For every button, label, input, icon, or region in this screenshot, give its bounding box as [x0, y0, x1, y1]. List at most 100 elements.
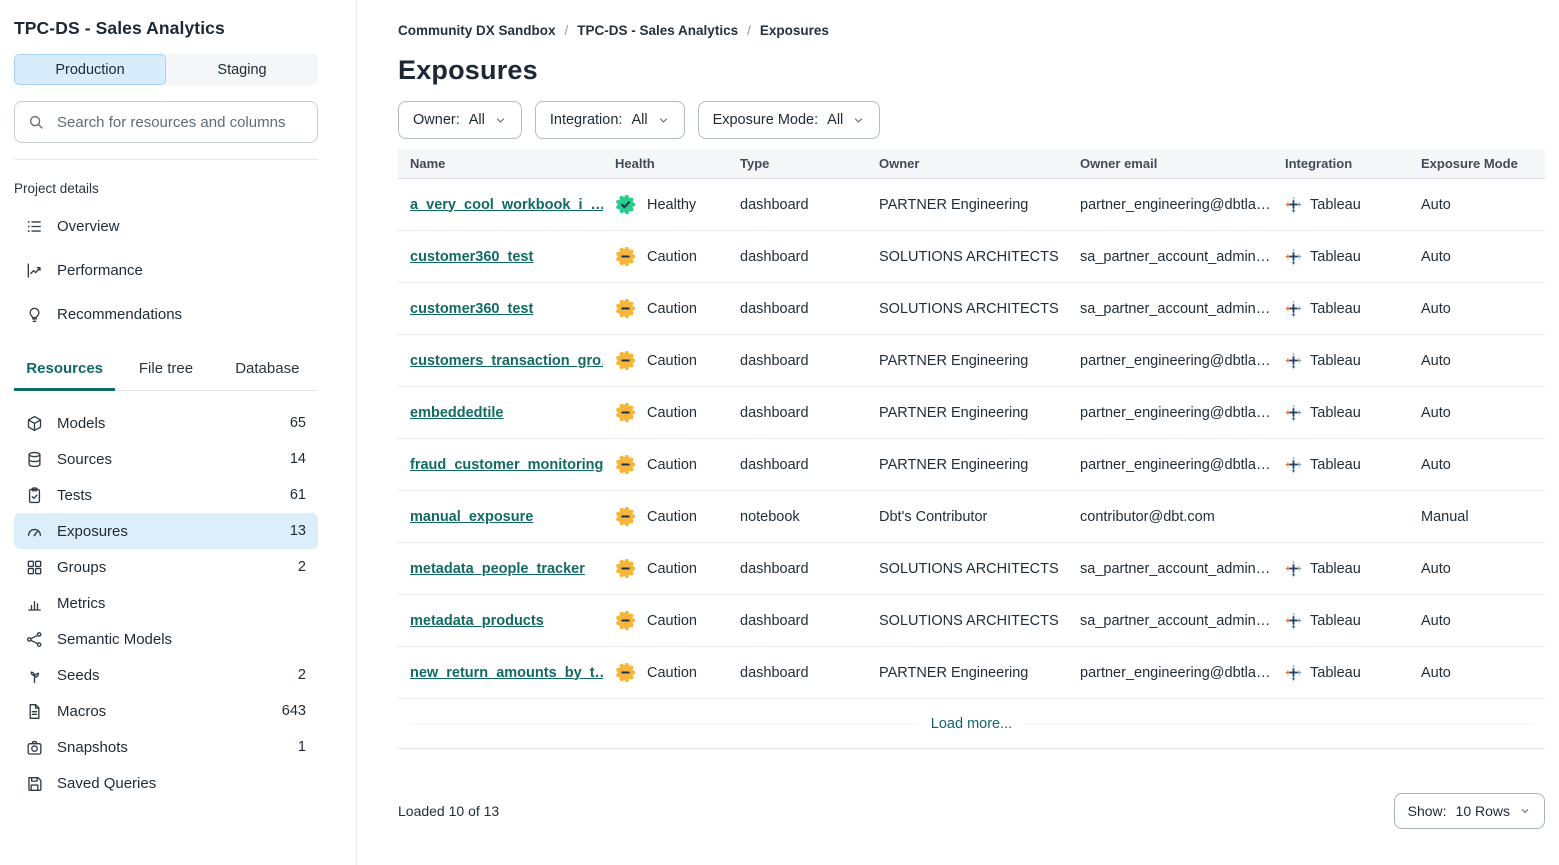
type-cell: dashboard	[740, 248, 809, 265]
exposure-mode-cell: Auto	[1421, 300, 1451, 317]
snapshots-icon	[25, 738, 44, 757]
tableau-icon	[1285, 196, 1302, 213]
health-label: Caution	[647, 508, 697, 525]
exposure-name-link[interactable]: metadata_people_tracker	[410, 560, 585, 577]
load-more-link[interactable]: Load more...	[918, 715, 1025, 732]
health-status-icon	[615, 506, 636, 527]
column-header-name: Name	[410, 156, 446, 171]
health-status-icon	[615, 298, 636, 319]
metrics-icon	[25, 594, 44, 613]
search-box[interactable]	[14, 101, 318, 143]
environment-toggle: Production Staging	[14, 54, 318, 85]
filter-owner[interactable]: Owner: All	[398, 101, 522, 139]
env-toggle-staging[interactable]: Staging	[217, 61, 267, 78]
sidebar-item-sources[interactable]: Sources 14	[14, 441, 318, 477]
sidebar-item-macros[interactable]: Macros 643	[14, 693, 318, 729]
macros-icon	[25, 702, 44, 721]
tableau-icon	[1285, 560, 1302, 577]
tab-resources[interactable]: Resources	[14, 360, 116, 391]
breadcrumb-item-tpc-ds-sales-analytics[interactable]: TPC-DS - Sales Analytics	[577, 23, 739, 38]
exposure-name-link[interactable]: a_very_cool_workbook_i_…	[410, 196, 603, 213]
exposure-name-link[interactable]: customer360_test	[410, 248, 534, 265]
table-row: metadata_products Caution dashboard SOLU…	[398, 595, 1545, 647]
exposure-name-link[interactable]: manual_exposure	[410, 508, 534, 525]
integration-cell: Tableau	[1273, 456, 1409, 473]
exposures-icon	[25, 522, 44, 541]
tableau-icon	[1285, 612, 1302, 629]
filter-exposure-mode[interactable]: Exposure Mode: All	[697, 101, 881, 139]
owner-cell: SOLUTIONS ARCHITECTS	[879, 248, 1059, 265]
exposures-table: Name Health Type Owner Owner email Integratio…	[398, 149, 1545, 749]
exposure-name-link[interactable]: metadata_products	[410, 612, 544, 629]
type-cell: dashboard	[740, 352, 809, 369]
table-header-row: Name Health Type Owner Owner email Integratio…	[398, 149, 1545, 179]
health-cell: Caution	[603, 402, 728, 423]
tab-file-tree[interactable]: File tree	[138, 360, 194, 377]
resource-label: Metrics	[57, 594, 106, 612]
integration-cell: Tableau	[1273, 612, 1409, 629]
sidebar-item-snapshots[interactable]: Snapshots 1	[14, 729, 318, 765]
table-row: customer360_test Caution dashboard SOLUT…	[398, 231, 1545, 283]
search-input[interactable]	[55, 112, 305, 132]
sidebar-item-groups[interactable]: Groups 2	[14, 549, 318, 585]
health-label: Caution	[647, 560, 697, 577]
show-label: Show:	[1407, 803, 1447, 819]
exposure-mode-cell: Auto	[1421, 352, 1451, 369]
exposure-name-link[interactable]: embeddedtile	[410, 404, 504, 421]
column-header-owner-email: Owner email	[1080, 156, 1158, 171]
show-value: 10 Rows	[1455, 803, 1510, 819]
exposure-name-link[interactable]: fraud_customer_monitoring	[410, 456, 603, 473]
resource-label: Snapshots	[57, 738, 128, 756]
column-header-type: Type	[740, 156, 770, 171]
resource-label: Seeds	[57, 666, 100, 684]
sidebar-divider	[14, 159, 318, 160]
exposure-name-link[interactable]: new_return_amounts_by_t…	[410, 664, 603, 681]
health-cell: Caution	[603, 350, 728, 371]
table-row: customers_transaction_gro… Caution dashb…	[398, 335, 1545, 387]
sidebar-item-recommendations[interactable]: Recommendations	[14, 292, 318, 336]
table-footer: Loaded 10 of 13 Show: 10 Rows	[398, 793, 1545, 829]
resource-label: Sources	[57, 450, 113, 468]
health-label: Caution	[647, 664, 697, 681]
integration-label: Tableau	[1310, 196, 1361, 213]
integration-label: Tableau	[1310, 404, 1361, 421]
resource-label: Saved Queries	[57, 774, 157, 792]
sidebar-item-seeds[interactable]: Seeds 2	[14, 657, 318, 693]
integration-cell: Tableau	[1273, 560, 1409, 577]
health-label: Caution	[647, 612, 697, 629]
exposure-name-link[interactable]: customers_transaction_gro…	[410, 352, 603, 369]
resource-label: Exposures	[57, 522, 128, 540]
load-more-row: Load more...	[398, 699, 1545, 749]
type-cell: notebook	[740, 508, 800, 525]
overview-icon	[25, 217, 44, 236]
sidebar-item-saved-queries[interactable]: Saved Queries	[14, 765, 318, 801]
env-toggle-production[interactable]: Production	[14, 54, 166, 85]
column-header-exposure-mode: Exposure Mode	[1421, 156, 1518, 171]
chevron-down-icon	[852, 114, 865, 127]
sidebar-item-performance[interactable]: Performance	[14, 248, 318, 292]
integration-label: Tableau	[1310, 300, 1361, 317]
sidebar-tabs: Resources File tree Database	[14, 360, 318, 391]
integration-label: Tableau	[1310, 456, 1361, 473]
sidebar-item-overview[interactable]: Overview	[14, 204, 318, 248]
filter-label: Integration:	[549, 112, 623, 128]
sidebar-item-tests[interactable]: Tests 61	[14, 477, 318, 513]
tab-database[interactable]: Database	[235, 360, 300, 377]
breadcrumb-item-exposures[interactable]: Exposures	[759, 23, 829, 38]
sidebar-item-semantic-models[interactable]: Semantic Models	[14, 621, 318, 657]
type-cell: dashboard	[740, 664, 809, 681]
owner-email-cell: sa_partner_account_admin…	[1080, 612, 1271, 629]
exposure-name-link[interactable]: customer360_test	[410, 300, 534, 317]
breadcrumb-item-community-dx-sandbox[interactable]: Community DX Sandbox	[398, 23, 556, 38]
loaded-count-text: Loaded 10 of 13	[398, 803, 500, 819]
sidebar-item-exposures[interactable]: Exposures 13	[14, 513, 318, 549]
sidebar-item-metrics[interactable]: Metrics	[14, 585, 318, 621]
table-row: new_return_amounts_by_t… Caution dashboa…	[398, 647, 1545, 699]
filter-label: Owner:	[413, 112, 460, 128]
table-row: manual_exposure Caution notebook Dbt's C…	[398, 491, 1545, 543]
resource-count: 61	[289, 487, 306, 503]
sidebar-item-models[interactable]: Models 65	[14, 405, 318, 441]
health-label: Caution	[647, 352, 697, 369]
filter-integration[interactable]: Integration: All	[534, 101, 685, 139]
show-rows-dropdown[interactable]: Show: 10 Rows	[1393, 793, 1545, 829]
